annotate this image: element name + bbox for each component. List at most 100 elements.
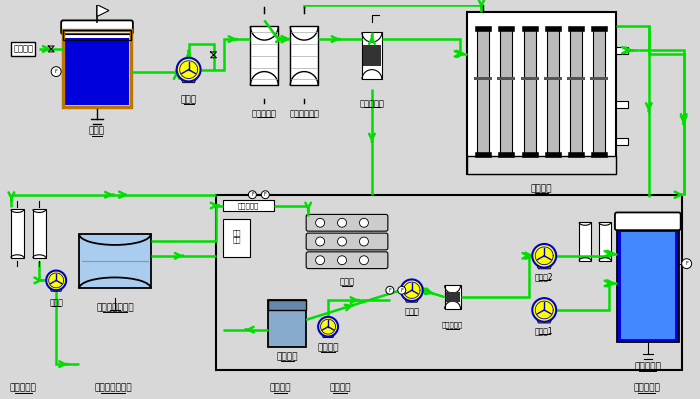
- Bar: [567, 77, 585, 81]
- Polygon shape: [321, 333, 335, 338]
- Text: 活性炭过滤器: 活性炭过滤器: [289, 109, 319, 118]
- Bar: [498, 152, 514, 157]
- Text: F: F: [389, 288, 391, 293]
- Text: F: F: [264, 192, 267, 197]
- Text: 超滤装置: 超滤装置: [531, 184, 552, 193]
- Text: 高压泵: 高压泵: [405, 307, 419, 316]
- Bar: [363, 45, 381, 66]
- Text: 增压泵2: 增压泵2: [535, 273, 554, 282]
- Bar: [475, 152, 491, 157]
- Bar: [268, 300, 306, 348]
- Circle shape: [337, 256, 346, 265]
- Bar: [65, 30, 129, 38]
- Bar: [592, 152, 608, 157]
- Bar: [79, 234, 150, 288]
- Text: F: F: [685, 261, 688, 266]
- Text: 原水箱: 原水箱: [89, 127, 105, 136]
- Circle shape: [51, 67, 61, 77]
- Text: 阻垢泵: 阻垢泵: [49, 298, 63, 307]
- Text: 反渗透连纯水箱: 反渗透连纯水箱: [94, 384, 132, 393]
- Circle shape: [316, 256, 325, 265]
- Text: 铁质过滤器: 铁质过滤器: [10, 384, 36, 393]
- Circle shape: [360, 218, 368, 227]
- Text: F: F: [400, 288, 403, 293]
- FancyBboxPatch shape: [615, 212, 680, 230]
- Circle shape: [532, 298, 556, 322]
- Bar: [521, 77, 538, 81]
- Bar: [570, 29, 582, 154]
- Bar: [544, 77, 562, 81]
- Bar: [251, 26, 279, 85]
- Polygon shape: [181, 77, 197, 83]
- Bar: [466, 156, 616, 174]
- Polygon shape: [404, 297, 419, 302]
- Circle shape: [398, 286, 406, 294]
- Circle shape: [386, 286, 394, 294]
- Text: 外购进水: 外购进水: [13, 44, 34, 53]
- Circle shape: [316, 237, 325, 246]
- Circle shape: [360, 256, 368, 265]
- Bar: [290, 26, 318, 85]
- Bar: [568, 26, 584, 31]
- Text: 清洗水箱: 清洗水箱: [276, 352, 298, 361]
- Circle shape: [176, 58, 201, 81]
- Polygon shape: [97, 5, 109, 16]
- Circle shape: [360, 237, 368, 246]
- Text: 超滤纯水箱: 超滤纯水箱: [634, 384, 660, 393]
- Text: 清洗水泵: 清洗水泵: [329, 384, 351, 393]
- Bar: [579, 222, 591, 261]
- Polygon shape: [536, 263, 552, 269]
- Circle shape: [337, 218, 346, 227]
- Text: 清洗水箱: 清洗水箱: [270, 384, 291, 393]
- Bar: [216, 195, 682, 370]
- Bar: [616, 138, 628, 145]
- Bar: [590, 77, 608, 81]
- Circle shape: [46, 271, 66, 290]
- Bar: [594, 29, 606, 154]
- Bar: [223, 200, 274, 211]
- Bar: [79, 234, 150, 288]
- Bar: [477, 29, 489, 154]
- Bar: [616, 47, 628, 54]
- Bar: [545, 26, 561, 31]
- Bar: [268, 300, 306, 310]
- Bar: [446, 292, 460, 302]
- Text: 加药
装置: 加药 装置: [232, 229, 241, 243]
- Bar: [568, 152, 584, 157]
- Bar: [617, 226, 679, 342]
- Circle shape: [248, 191, 256, 199]
- Bar: [621, 232, 675, 338]
- Circle shape: [337, 237, 346, 246]
- Bar: [474, 77, 492, 81]
- Bar: [616, 101, 628, 108]
- FancyBboxPatch shape: [306, 233, 388, 250]
- Bar: [522, 152, 538, 157]
- Bar: [63, 30, 131, 107]
- Bar: [599, 222, 611, 261]
- Bar: [223, 219, 251, 257]
- Bar: [34, 209, 46, 258]
- Bar: [592, 26, 608, 31]
- FancyBboxPatch shape: [306, 214, 388, 231]
- Circle shape: [532, 244, 556, 268]
- Text: 保安过滤器: 保安过滤器: [442, 322, 463, 328]
- Text: 反渗透连纯水箱: 反渗透连纯水箱: [96, 303, 134, 312]
- Text: 机械过滤器: 机械过滤器: [252, 109, 276, 118]
- Circle shape: [316, 218, 325, 227]
- Bar: [524, 29, 536, 154]
- Text: F: F: [55, 69, 57, 74]
- Bar: [466, 12, 616, 174]
- Bar: [444, 285, 461, 309]
- Bar: [500, 29, 512, 154]
- Bar: [65, 38, 129, 105]
- Bar: [522, 26, 538, 31]
- FancyBboxPatch shape: [61, 20, 133, 34]
- Bar: [545, 152, 561, 157]
- Text: F: F: [251, 192, 254, 197]
- Bar: [498, 77, 515, 81]
- FancyBboxPatch shape: [306, 252, 388, 269]
- Bar: [475, 26, 491, 31]
- Bar: [362, 32, 382, 79]
- Polygon shape: [49, 286, 63, 291]
- Text: 反渗透: 反渗透: [340, 277, 354, 286]
